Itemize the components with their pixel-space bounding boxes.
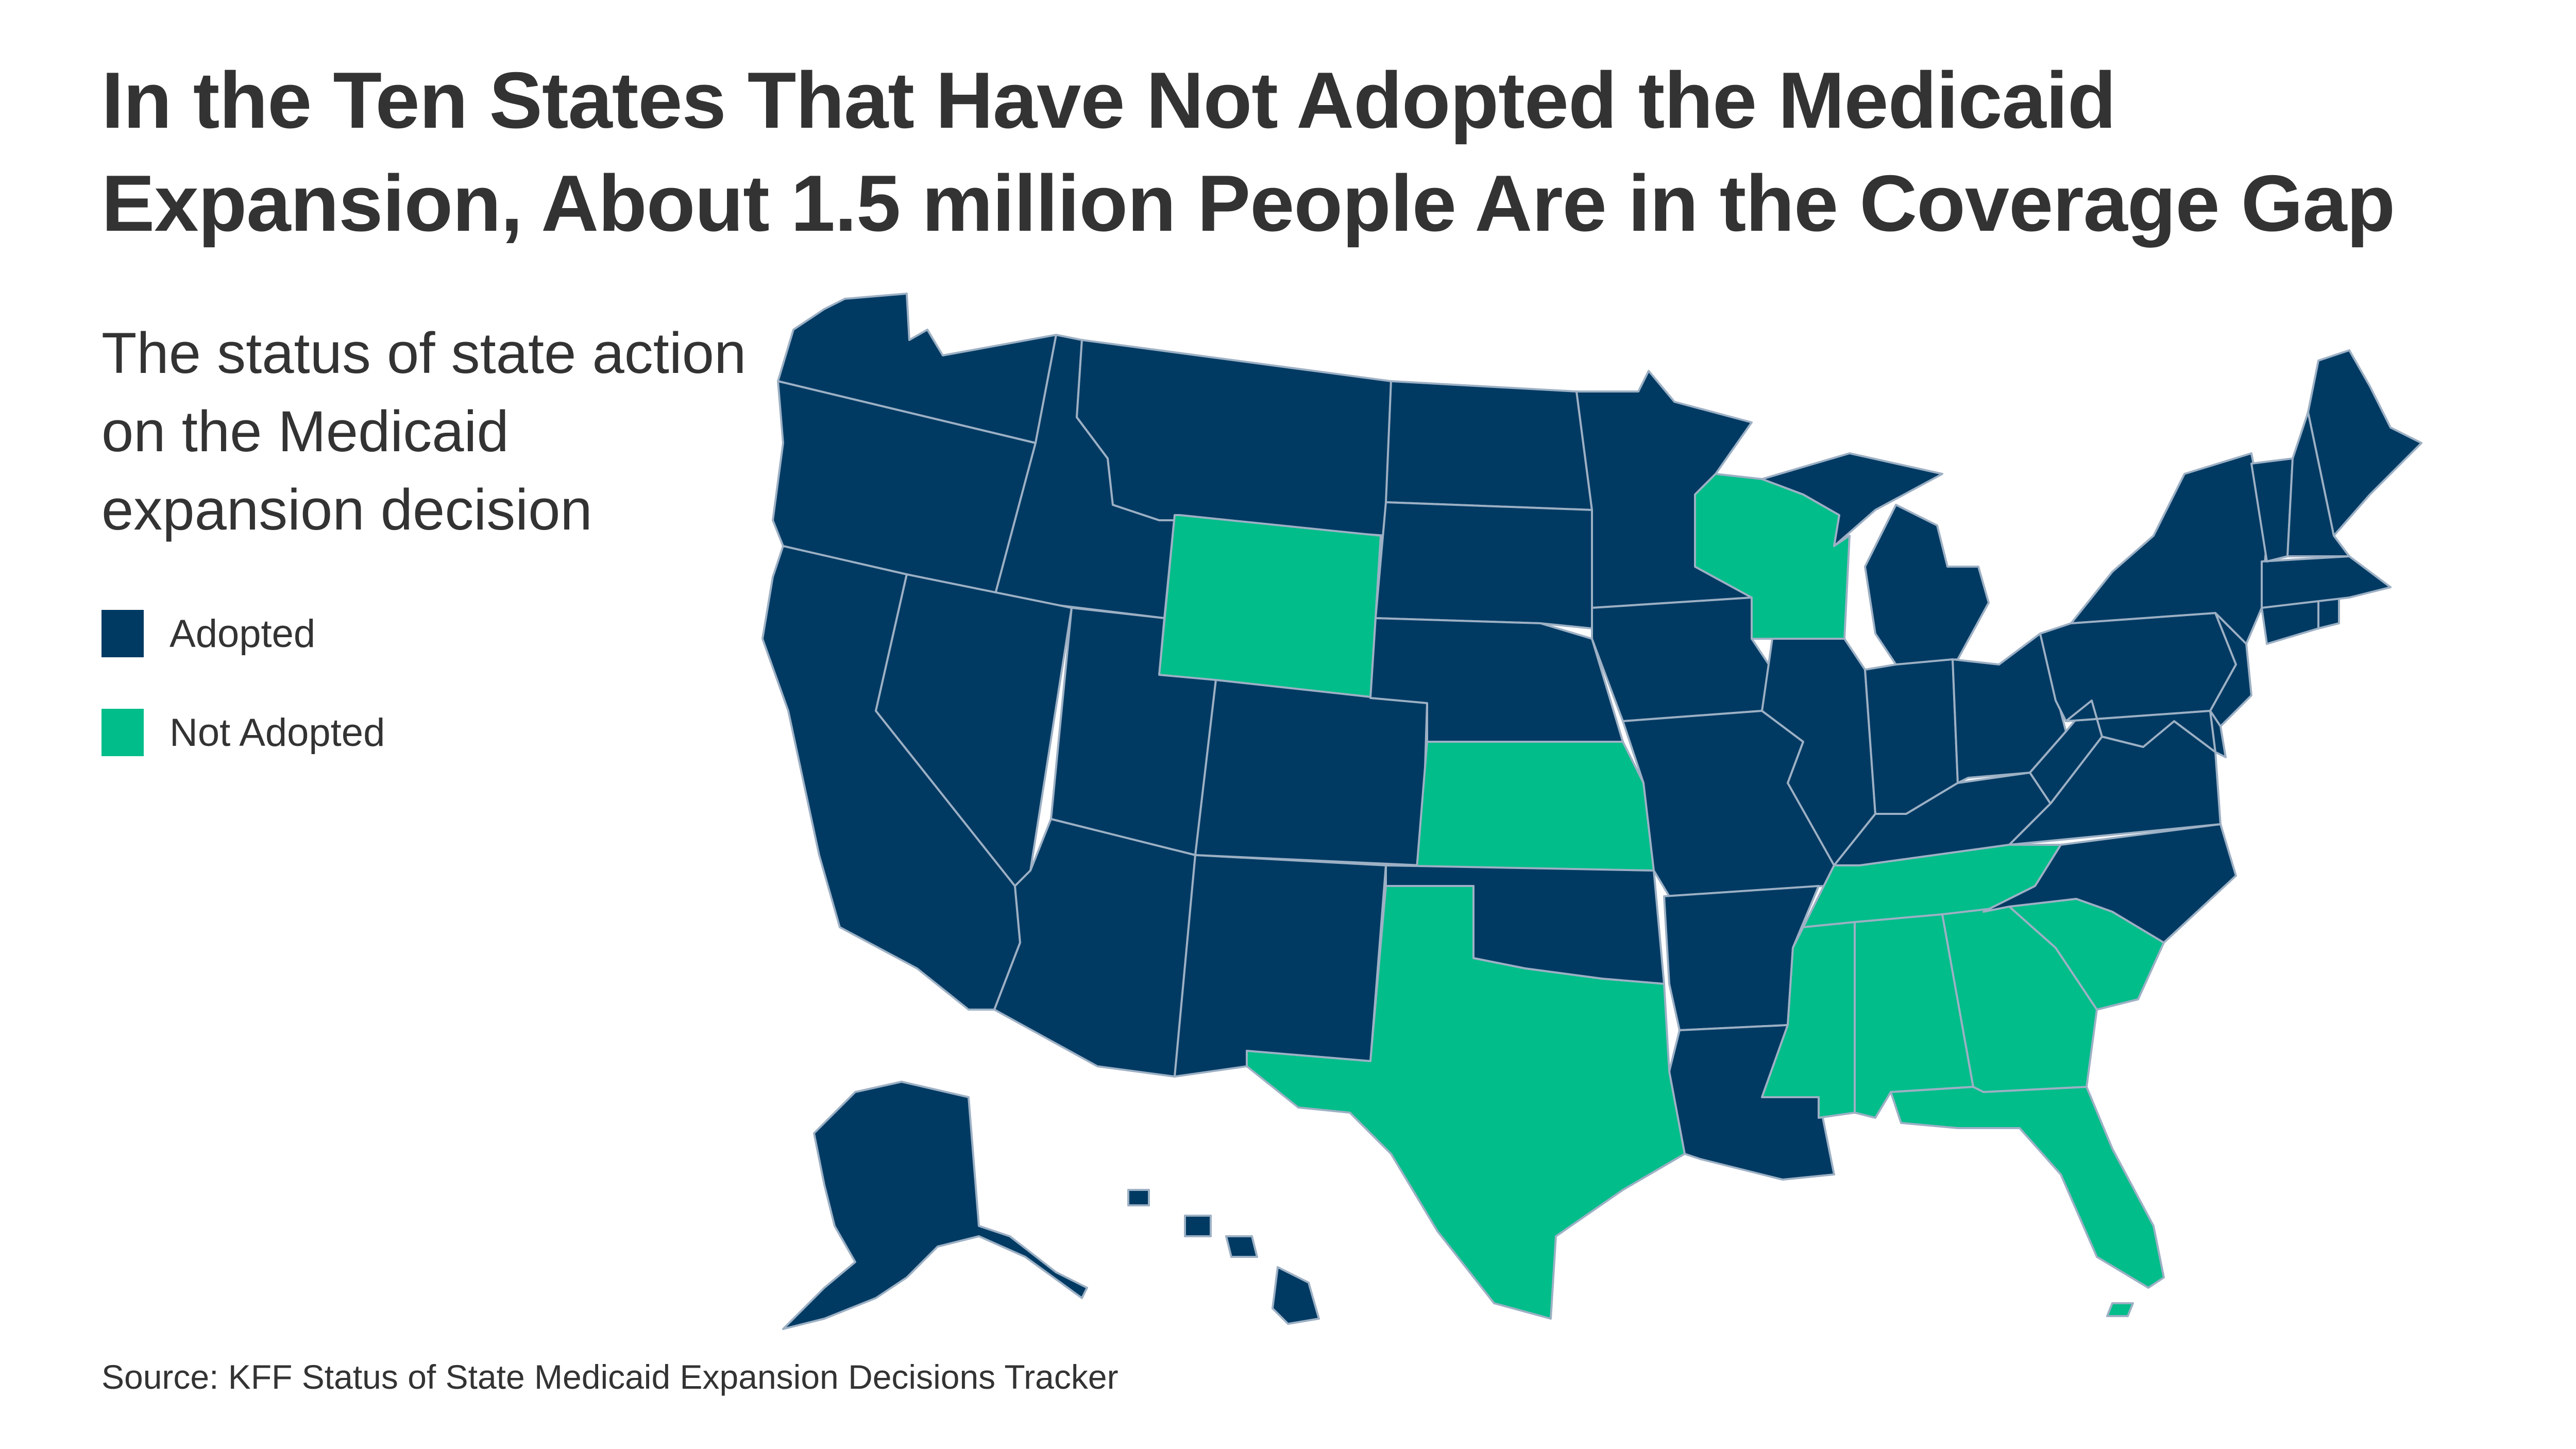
state-montana[interactable]: [1076, 339, 1392, 537]
state-hawaii-big[interactable]: [1272, 1266, 1320, 1325]
legend: Adopted Not Adopted: [101, 608, 385, 806]
state-hawaii-kauai[interactable]: [1127, 1189, 1150, 1206]
state-michigan[interactable]: [1761, 452, 1943, 547]
state-iowa[interactable]: [1591, 596, 1773, 722]
state-massachusetts[interactable]: [2261, 555, 2392, 609]
chart-subtitle: The status of state action on the Medica…: [101, 321, 747, 542]
state-wyoming[interactable]: [1158, 514, 1382, 699]
state-michigan-lower[interactable]: [1864, 504, 1990, 666]
legend-label-adopted: Adopted: [170, 611, 316, 656]
legend-swatch-adopted: [101, 610, 144, 657]
state-south-dakota[interactable]: [1375, 501, 1593, 629]
state-kansas[interactable]: [1416, 741, 1655, 872]
state-colorado[interactable]: [1194, 679, 1428, 866]
state-maine[interactable]: [2307, 349, 2422, 537]
chart-title: In the Ten States That Have Not Adopted …: [101, 56, 2395, 248]
state-delaware[interactable]: [2209, 710, 2227, 758]
state-new-mexico[interactable]: [1174, 854, 1387, 1078]
state-pennsylvania[interactable]: [2039, 612, 2237, 722]
state-new-hampshire[interactable]: [2286, 411, 2350, 557]
state-florida[interactable]: [1890, 1086, 2165, 1289]
state-wisconsin[interactable]: [1694, 473, 1851, 640]
legend-item-adopted: Adopted: [101, 608, 385, 659]
state-texas[interactable]: [1246, 885, 1686, 1320]
state-new-york[interactable]: [2070, 452, 2268, 645]
state-north-carolina[interactable]: [1982, 823, 2237, 944]
state-alaska[interactable]: [782, 1081, 1088, 1330]
state-north-dakota[interactable]: [1385, 380, 1593, 511]
state-florida-keys[interactable]: [2106, 1302, 2134, 1317]
legend-label-not-adopted: Not Adopted: [170, 710, 385, 755]
source-note: Source: KFF Status of State Medicaid Exp…: [101, 1358, 1118, 1396]
state-hawaii-maui[interactable]: [1225, 1235, 1258, 1258]
legend-swatch-not-adopted: [101, 709, 144, 756]
legend-item-not-adopted: Not Adopted: [101, 707, 385, 758]
state-rhode-island[interactable]: [2317, 596, 2340, 629]
state-hawaii-oahu[interactable]: [1184, 1215, 1212, 1237]
